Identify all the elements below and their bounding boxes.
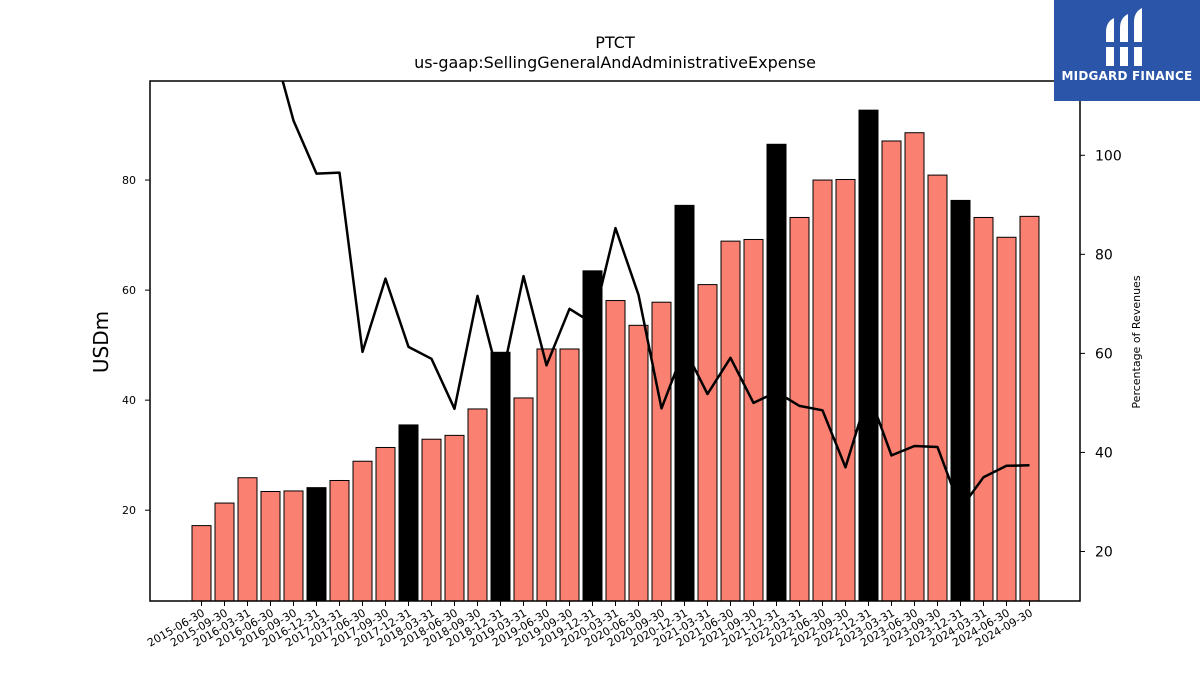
- midgard-logo-icon: [1102, 8, 1146, 66]
- bars: [191, 109, 1040, 602]
- bar-2015-09-30: [214, 502, 235, 602]
- bar-2022-12-31: [858, 109, 879, 602]
- bar-2023-03-31: [881, 140, 902, 602]
- bar-2024-06-30: [996, 236, 1017, 602]
- bar-2021-06-30: [720, 240, 741, 602]
- bar-2019-06-30: [536, 348, 557, 602]
- bar-2023-12-31: [950, 199, 971, 602]
- bar-2022-09-30: [835, 178, 856, 602]
- bar-2021-09-30: [743, 238, 764, 602]
- logo-text: MIDGARD FINANCE: [1061, 69, 1193, 83]
- brand-logo: MIDGARD FINANCE: [1054, 0, 1200, 101]
- bar-2016-12-31: [306, 487, 327, 602]
- bar-2019-09-30: [559, 348, 580, 602]
- bar-2017-12-31: [398, 424, 419, 602]
- y-tick-label-20: 20: [122, 504, 136, 517]
- bar-2024-09-30: [1019, 215, 1040, 602]
- bar-2020-09-30: [651, 301, 672, 602]
- bar-2019-03-31: [513, 397, 534, 602]
- y2-tick-label-100: 100: [1095, 148, 1122, 164]
- bar-2023-09-30: [927, 174, 948, 602]
- bar-2022-06-30: [812, 179, 833, 602]
- bar-2020-12-31: [674, 204, 695, 602]
- bar-2017-03-31: [329, 479, 350, 602]
- bar-2018-12-31: [490, 351, 511, 602]
- bar-2020-06-30: [628, 324, 649, 602]
- y2-tick-label-80: 80: [1095, 247, 1113, 263]
- bar-2020-03-31: [605, 300, 626, 602]
- percentage-line: [281, 81, 1030, 511]
- bar-2023-06-30: [904, 132, 925, 602]
- bar-2021-03-31: [697, 284, 718, 602]
- y2-tick-label-60: 60: [1095, 346, 1113, 362]
- bar-2022-03-31: [789, 216, 810, 602]
- bar-2016-09-30: [283, 490, 304, 602]
- chart-subtitle: us-gaap:SellingGeneralAndAdministrativeE…: [414, 53, 816, 72]
- percentage-line-path: [281, 81, 1030, 511]
- axes: 20406080204060801002015-06-302015-09-302…: [122, 80, 1122, 650]
- chart-title: PTCT: [595, 33, 635, 52]
- y-tick-label-40: 40: [122, 394, 136, 407]
- bar-2017-06-30: [352, 460, 373, 602]
- bar-2018-09-30: [467, 408, 488, 602]
- bar-2017-09-30: [375, 446, 396, 602]
- bar-2018-03-31: [421, 438, 442, 602]
- y2-tick-label-40: 40: [1095, 445, 1113, 461]
- y-tick-label-80: 80: [122, 174, 136, 187]
- bar-2024-03-31: [973, 216, 994, 602]
- y2-tick-label-20: 20: [1095, 544, 1113, 560]
- y2-axis-label: Percentage of Revenues: [1130, 275, 1143, 408]
- bar-2016-06-30: [260, 490, 281, 602]
- bar-2016-03-31: [237, 477, 258, 602]
- y-tick-label-60: 60: [122, 284, 136, 297]
- bar-2021-12-31: [766, 143, 787, 602]
- bar-2015-06-30: [191, 525, 212, 602]
- bar-2018-06-30: [444, 434, 465, 602]
- y-axis-label: USDm: [89, 311, 113, 373]
